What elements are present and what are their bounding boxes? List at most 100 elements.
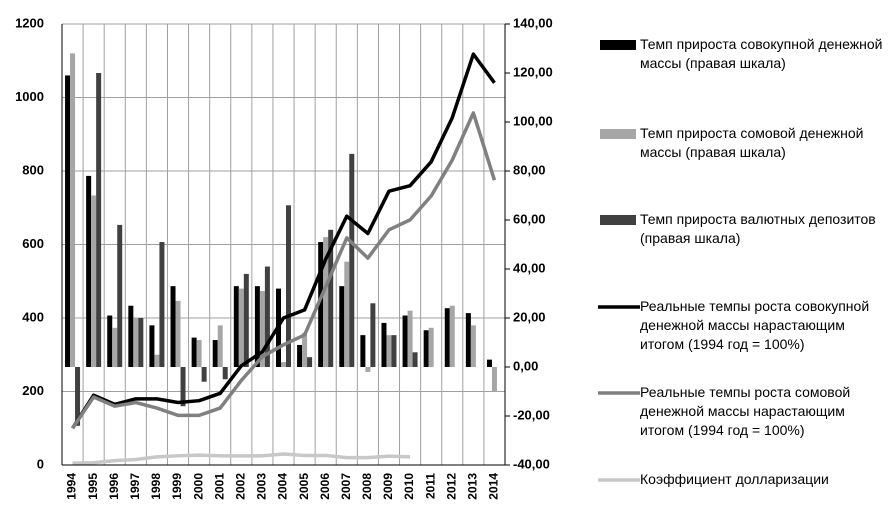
bar (423, 330, 429, 367)
bar (402, 315, 408, 367)
bar (318, 242, 324, 367)
legend-swatch (600, 40, 636, 50)
bar (349, 153, 355, 367)
y2-tick-label: 140,00 (513, 15, 553, 30)
y-tick-label: 1200 (15, 15, 44, 30)
bar (254, 286, 260, 367)
bar (191, 337, 197, 367)
bar (339, 286, 345, 367)
x-tick-label: 1998 (149, 473, 163, 500)
bar (264, 266, 270, 367)
legend-entry: Темп прироста сомовой денежной массы (пр… (640, 125, 864, 160)
y-tick-label: 200 (22, 383, 44, 398)
y2-tick-label: 100,00 (513, 113, 553, 128)
y2-tick-label: 80,00 (513, 162, 546, 177)
x-tick-label: 2000 (191, 473, 205, 500)
bar (159, 242, 165, 367)
bar (465, 313, 471, 367)
bar (328, 229, 334, 367)
x-tick-label: 2001 (212, 473, 226, 500)
bar (323, 237, 329, 367)
legend-entry: Реальные темпы роста совокупной денежной… (640, 298, 870, 352)
x-tick-label: 2014 (487, 473, 501, 500)
bar (344, 261, 350, 367)
x-tick-label: 2008 (360, 473, 374, 500)
bar (365, 367, 371, 372)
x-tick-label: 1995 (86, 473, 100, 500)
y2-tick-label: 60,00 (513, 211, 546, 226)
x-tick-label: 1994 (65, 473, 79, 500)
x-tick-label: 2004 (276, 473, 290, 500)
x-tick-label: 2002 (233, 473, 247, 500)
line (71, 52, 496, 430)
line (71, 111, 497, 430)
bar (107, 315, 113, 367)
x-tick-label: 2011 (423, 473, 437, 499)
bar (201, 367, 207, 382)
bar (386, 335, 392, 367)
bar (154, 354, 160, 367)
y2-tick-label: 20,00 (513, 309, 546, 324)
bar (470, 325, 476, 367)
bar (428, 327, 434, 367)
bar (149, 325, 155, 367)
y-tick-label: 600 (22, 236, 44, 251)
bar (175, 300, 181, 367)
bar (196, 340, 202, 367)
bar (65, 75, 71, 367)
bar (370, 303, 376, 367)
x-tick-label: 2013 (466, 473, 480, 500)
bar (222, 367, 228, 380)
bar (128, 305, 134, 367)
bar (243, 273, 249, 367)
bar (281, 362, 286, 367)
x-tick-label: 2009 (381, 473, 395, 500)
legend-entry: Реальные темпы роста сомовой денежной ма… (640, 384, 851, 438)
y-tick-label: 400 (22, 309, 44, 324)
bar (360, 335, 366, 367)
y-tick-label: 0 (37, 456, 44, 471)
y2-tick-label: 40,00 (513, 260, 546, 275)
bar (307, 357, 313, 367)
bar (75, 367, 81, 426)
x-tick-label: 2006 (318, 473, 332, 500)
bar (444, 308, 450, 367)
bar (391, 335, 397, 367)
bar (138, 318, 144, 367)
bar (297, 344, 303, 367)
x-tick-label: 1996 (107, 473, 121, 500)
bar (217, 325, 223, 367)
y-tick-label: 800 (22, 162, 44, 177)
legend-entry: Коэффициент долларизации (640, 471, 829, 487)
bar (491, 367, 497, 392)
bar (238, 288, 244, 367)
x-tick-label: 2012 (444, 473, 458, 500)
bar (412, 352, 418, 367)
bar (381, 322, 387, 367)
bar (170, 286, 176, 367)
bar (286, 205, 291, 367)
x-tick-label: 2005 (297, 473, 311, 500)
bar (233, 286, 239, 367)
x-tick-label: 2010 (402, 473, 416, 500)
bar (86, 175, 92, 367)
x-tick-label: 1997 (128, 473, 142, 500)
y2-tick-label: 0,00 (513, 358, 538, 373)
legend-swatch (600, 129, 636, 139)
bar (407, 310, 413, 367)
x-tick-label: 1999 (170, 473, 184, 500)
bar (302, 332, 308, 367)
legend-entry: Темп прироста совокупной денежной массы … (640, 36, 883, 71)
y2-tick-label: -40,00 (513, 456, 550, 471)
y2-tick-label: -20,00 (513, 407, 550, 422)
bar (486, 359, 492, 367)
legend-entry: Темп прироста валютных депозитов (правая… (640, 211, 876, 246)
x-tick-label: 2007 (339, 473, 353, 500)
bar (449, 305, 455, 367)
bar (180, 367, 186, 407)
legend-swatch (600, 215, 636, 225)
bar (212, 340, 218, 367)
bar (96, 73, 102, 367)
bar (117, 224, 123, 367)
